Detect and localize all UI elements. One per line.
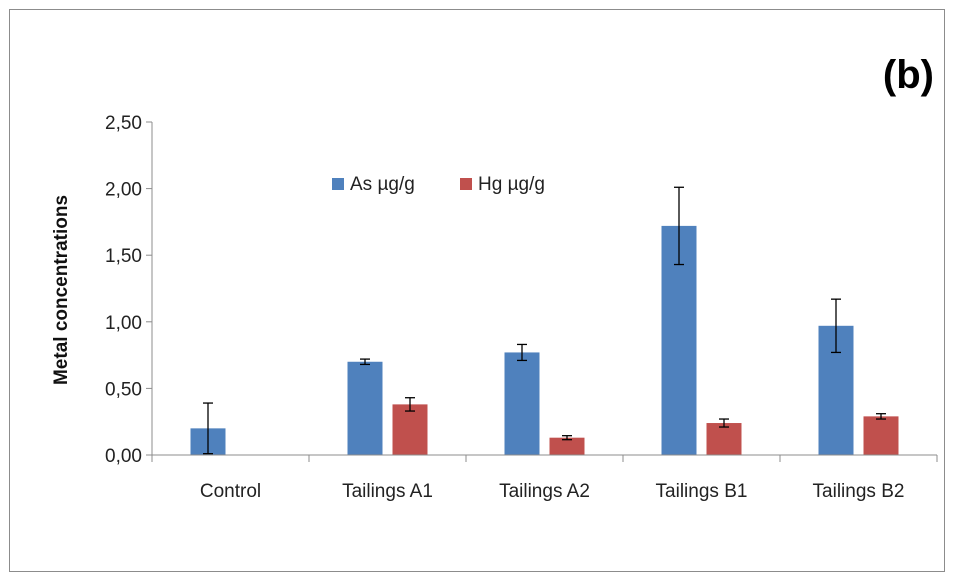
category-label: Tailings B2 (813, 481, 905, 502)
bar (706, 423, 742, 455)
y-axis-ticks: 0,00 0,50 1,00 1,50 2,00 2,50 (105, 113, 152, 467)
category-label: Tailings B1 (656, 481, 748, 502)
bar (863, 416, 899, 455)
y-tick-label: 2,00 (105, 180, 142, 201)
category-label: Tailings A2 (499, 481, 590, 502)
legend-label: Hg µg/g (478, 174, 545, 195)
bar (347, 361, 383, 455)
legend-swatch (332, 178, 344, 190)
bar (549, 437, 585, 455)
axes (151, 122, 938, 462)
bar (504, 352, 540, 455)
legend-swatch (460, 178, 472, 190)
category-label: Control (200, 481, 261, 502)
y-tick-label: 0,50 (105, 379, 142, 400)
error-bars (203, 186, 886, 455)
category-label: Tailings A1 (342, 481, 433, 502)
legend: As µg/g Hg µg/g (332, 174, 545, 195)
y-tick-label: 0,00 (105, 446, 142, 467)
x-axis-labels: Control Tailings A1 Tailings A2 Tailings B1… (200, 481, 905, 502)
y-tick-label: 1,00 (105, 313, 142, 334)
y-tick-label: 2,50 (105, 113, 142, 134)
bars (190, 225, 899, 455)
y-tick-label: 1,50 (105, 246, 142, 267)
chart-frame (9, 9, 945, 572)
panel-label: (b) (883, 53, 934, 97)
bar (392, 404, 428, 455)
legend-label: As µg/g (350, 174, 415, 195)
y-axis-title: Metal concentrations (51, 195, 72, 385)
